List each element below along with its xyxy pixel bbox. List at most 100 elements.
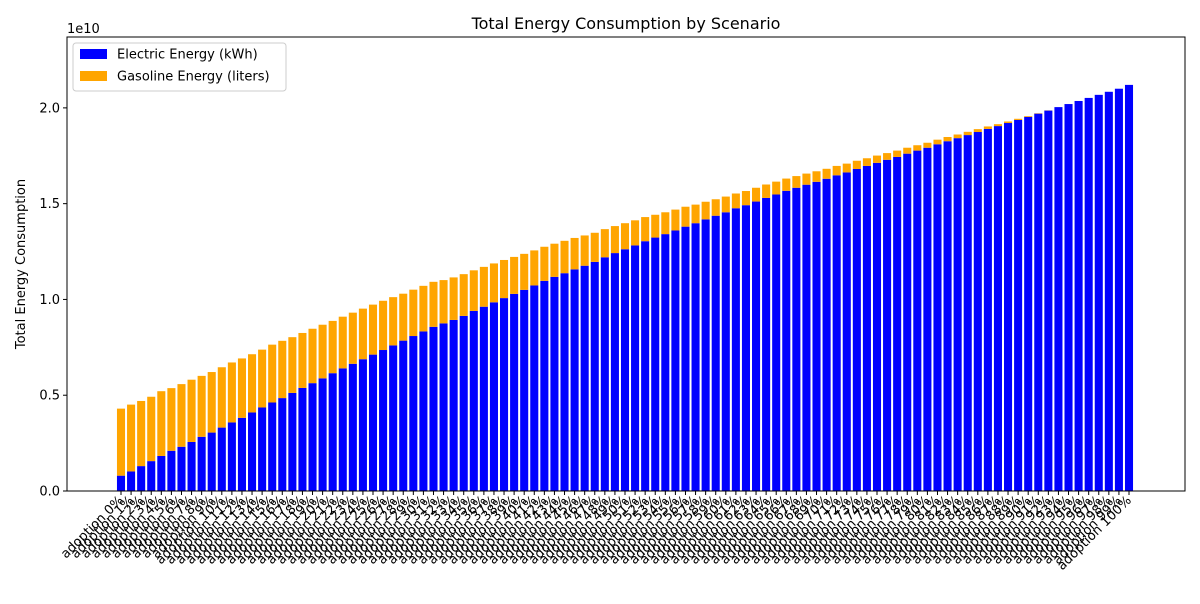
bar-electric: [944, 141, 952, 491]
bar-gasoline: [419, 286, 427, 332]
y-tick-label: 1.0: [39, 293, 60, 308]
bar-gasoline: [802, 174, 810, 185]
bar-electric: [308, 383, 316, 491]
bar-electric: [198, 437, 206, 491]
bar-gasoline: [399, 294, 407, 341]
bar-gasoline: [490, 263, 498, 302]
bar-gasoline: [742, 191, 750, 205]
bar-gasoline: [560, 241, 568, 273]
bar-electric: [510, 294, 518, 491]
legend-swatch: [80, 49, 107, 59]
bar-gasoline: [893, 151, 901, 157]
bar-electric: [429, 327, 437, 491]
bar-electric: [954, 138, 962, 491]
bar-gasoline: [974, 129, 982, 132]
bar-gasoline: [722, 197, 730, 213]
bar-gasoline: [147, 397, 155, 461]
bar-electric: [1034, 114, 1042, 491]
bar-gasoline: [732, 194, 740, 209]
legend-label: Electric Energy (kWh): [117, 48, 258, 63]
bar-gasoline: [500, 260, 508, 298]
bar-gasoline: [752, 188, 760, 202]
bar-gasoline: [671, 210, 679, 231]
bar-electric: [611, 253, 619, 491]
bar-gasoline: [984, 126, 992, 128]
bar-electric: [893, 157, 901, 491]
bar-gasoline: [228, 362, 236, 422]
bar-gasoline: [1014, 119, 1022, 120]
bar-gasoline: [389, 297, 397, 345]
bar-electric: [671, 230, 679, 491]
bar-gasoline: [1024, 116, 1032, 117]
bar-electric: [137, 466, 145, 491]
bar-electric: [560, 273, 568, 491]
bar-electric: [853, 169, 861, 491]
bar-gasoline: [268, 345, 276, 403]
bar-gasoline: [440, 280, 448, 323]
bar-electric: [1115, 89, 1123, 491]
bar-electric: [1014, 120, 1022, 491]
bar-electric: [238, 418, 246, 491]
bar-electric: [581, 266, 589, 491]
bar-electric: [812, 182, 820, 491]
bar-electric: [1064, 104, 1072, 491]
bar-gasoline: [571, 238, 579, 269]
bar-gasoline: [157, 391, 165, 456]
bar-electric: [298, 388, 306, 491]
bar-electric: [208, 433, 216, 491]
bar-electric: [782, 191, 790, 491]
bar-electric: [278, 398, 286, 491]
bar-gasoline: [429, 282, 437, 327]
bar-electric: [530, 285, 538, 491]
bar-gasoline: [581, 235, 589, 265]
bar-gasoline: [661, 212, 669, 234]
bar-electric: [933, 144, 941, 491]
bar-electric: [974, 132, 982, 491]
bar-electric: [1044, 111, 1052, 491]
bar-electric: [742, 205, 750, 491]
bar-gasoline: [702, 202, 710, 220]
bar-gasoline: [319, 325, 327, 379]
bar-electric: [268, 402, 276, 491]
bar-electric: [419, 331, 427, 491]
bar-electric: [228, 422, 236, 491]
bar-gasoline: [651, 215, 659, 238]
bar-gasoline: [944, 137, 952, 141]
bar-electric: [339, 368, 347, 491]
bar-gasoline: [964, 132, 972, 135]
bar-electric: [1024, 117, 1032, 491]
bar-gasoline: [198, 376, 206, 437]
bar-gasoline: [601, 229, 609, 257]
bar-electric: [399, 341, 407, 491]
bar-gasoline: [873, 156, 881, 163]
bar-gasoline: [480, 267, 488, 307]
bar-gasoline: [349, 313, 357, 364]
bar-gasoline: [238, 358, 246, 417]
bar-electric: [732, 208, 740, 491]
y-tick-label: 2.0: [39, 101, 60, 116]
bar-electric: [550, 277, 558, 491]
bar-gasoline: [298, 333, 306, 388]
bar-gasoline: [369, 305, 377, 355]
bar-gasoline: [812, 171, 820, 182]
bar-electric: [923, 148, 931, 491]
bar-electric: [369, 355, 377, 491]
bar-gasoline: [530, 250, 538, 285]
bar-gasoline: [933, 140, 941, 145]
bar-electric: [591, 262, 599, 491]
bar-electric: [520, 290, 528, 491]
bar-gasoline: [923, 143, 931, 148]
bar-electric: [409, 336, 417, 491]
bar-electric: [631, 245, 639, 491]
bar-electric: [601, 257, 609, 491]
bar-gasoline: [1004, 121, 1012, 123]
y-offset-label: 1e10: [67, 22, 100, 37]
bar-electric: [722, 212, 730, 491]
bar-gasoline: [994, 124, 1002, 126]
bar-gasoline: [954, 135, 962, 139]
bar-electric: [1085, 98, 1093, 491]
bar-electric: [147, 461, 155, 491]
bar-gasoline: [641, 217, 649, 241]
bar-electric: [248, 412, 256, 491]
bar-electric: [157, 456, 165, 491]
